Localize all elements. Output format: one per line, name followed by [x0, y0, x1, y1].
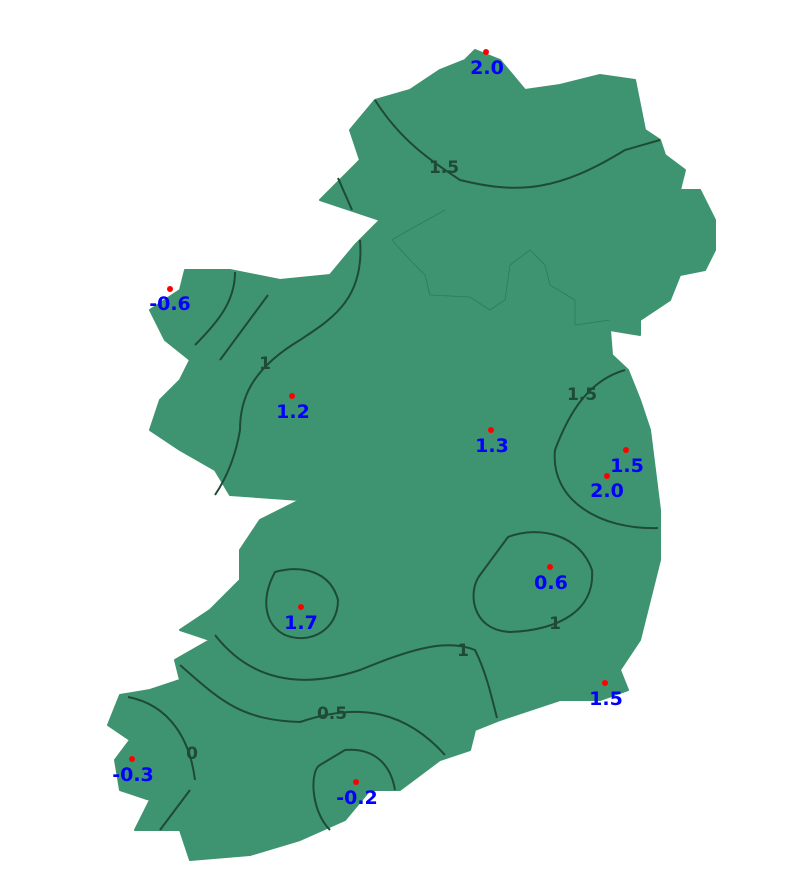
- station-marker: [488, 427, 494, 433]
- station-marker: [602, 680, 608, 686]
- station-value: 2.0: [470, 57, 504, 79]
- station-marker: [623, 447, 629, 453]
- ireland-landmass: [107, 49, 716, 861]
- station-marker: [167, 286, 173, 292]
- contour-line: [219, 294, 269, 361]
- station-marker: [298, 604, 304, 610]
- station-value: 1.2: [276, 401, 310, 423]
- contour-labels: 1.5 1 1.5 1 1 0.5 0: [186, 158, 597, 764]
- contour-lines: [127, 99, 661, 831]
- station-value: 1.5: [610, 455, 644, 477]
- station-value: 1.7: [284, 612, 318, 634]
- station-value: -0.3: [112, 764, 154, 786]
- station-value: 1.5: [589, 688, 623, 710]
- stations: 2.0 -0.6 1.2 1.3 1.5 2.0 0.6 1.7 1.5 -0.…: [112, 49, 644, 809]
- contour-line: [179, 664, 446, 756]
- contour-line: [127, 696, 196, 781]
- station-marker: [353, 779, 359, 785]
- contour-line: [312, 748, 396, 831]
- contour-line: [194, 271, 236, 346]
- contour-line: [214, 634, 498, 719]
- contour-label: 1.5: [567, 385, 597, 405]
- contour-line: [374, 99, 661, 189]
- station-marker: [129, 756, 135, 762]
- station-marker: [604, 473, 610, 479]
- contour-line: [265, 568, 340, 640]
- contour-label: 0.5: [317, 704, 347, 724]
- station-marker: [483, 49, 489, 55]
- contour-label: 1: [549, 614, 561, 634]
- contour-line: [159, 789, 191, 831]
- station-value: -0.2: [336, 787, 378, 809]
- border-line: [391, 209, 611, 326]
- contour-label: 1: [457, 641, 469, 661]
- station-marker: [289, 393, 295, 399]
- station-marker: [547, 564, 553, 570]
- contour-line: [553, 369, 659, 530]
- station-value: -0.6: [149, 293, 191, 315]
- station-value: 2.0: [590, 480, 624, 502]
- contour-line: [337, 177, 353, 211]
- contour-label: 1: [259, 354, 271, 374]
- station-value: 0.6: [534, 572, 568, 594]
- contour-label: 1.5: [429, 158, 459, 178]
- contour-line: [472, 531, 594, 634]
- station-value: 1.3: [475, 435, 509, 457]
- contour-line: [214, 239, 362, 496]
- contour-label: 0: [186, 744, 198, 764]
